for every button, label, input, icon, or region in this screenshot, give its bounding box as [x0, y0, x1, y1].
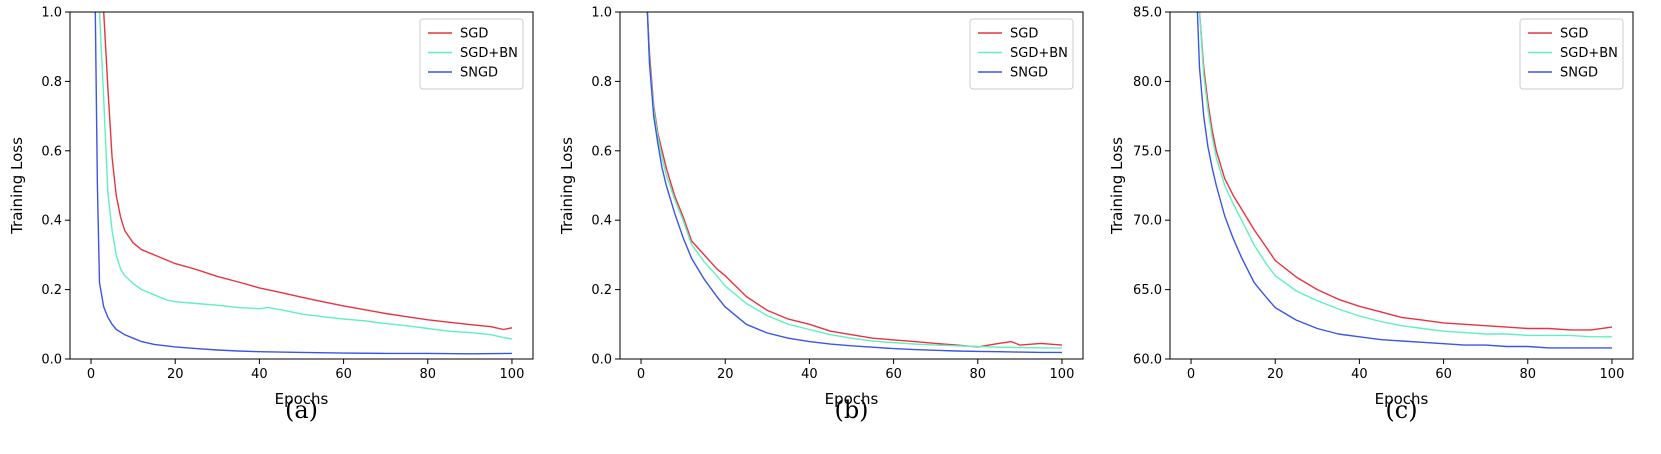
x-axis-label: Epochs [825, 390, 879, 408]
y-tick-label: 0.2 [591, 283, 612, 298]
legend-label: SGD [1010, 27, 1038, 42]
plot-frame [1169, 11, 1634, 360]
y-tick-label: 80.0 [1133, 75, 1162, 90]
y-tick-label: 0.8 [591, 75, 612, 90]
series-lines [94, 12, 513, 355]
x-tick-label: 60 [885, 367, 902, 382]
y-tick-label: 0.0 [591, 353, 612, 368]
legend-label: SGD+BN [1010, 46, 1068, 61]
x-tick-label: 100 [1600, 367, 1625, 382]
y-tick-label: 0.6 [41, 144, 62, 159]
y-tick-label: 1.0 [591, 6, 612, 21]
x-tick-label: 80 [419, 367, 436, 382]
y-tick-label: 65.0 [1133, 283, 1162, 298]
x-tick-label: 0 [87, 367, 95, 382]
y-tick-label: 1.0 [41, 6, 62, 21]
legend-label: SNGD [460, 66, 498, 81]
chart-panel-1: 0 20 40 60 80 100 0.0 0.2 0.4 0.6 0.8 1.0 Epochs Trai… [558, 6, 1084, 424]
plot-frame [69, 11, 534, 360]
series-lines [646, 12, 1063, 354]
x-tick-label: 20 [1267, 367, 1284, 382]
x-tick-label: 60 [1435, 367, 1452, 382]
y-tick-label: 0.4 [41, 214, 62, 229]
x-tick-label: 40 [1351, 367, 1368, 382]
y-tick-label: 0.8 [41, 75, 62, 90]
chart-panel-0: 0 20 40 60 80 100 0.0 0.2 0.4 0.6 0.8 1.0 Epochs Trai… [8, 6, 534, 424]
series-line-sngd [1196, 12, 1612, 349]
series-line-sgd-plus-bn [646, 12, 1062, 349]
y-tick-label: 0.2 [41, 283, 62, 298]
y-tick-label: 85.0 [1133, 6, 1162, 21]
x-tick-label: 80 [1519, 367, 1536, 382]
y-tick-label: 70.0 [1133, 214, 1162, 229]
legend: SGD SGD+BN SNGD [969, 18, 1074, 90]
x-tick-label: 40 [251, 367, 268, 382]
series-line-sgd [646, 12, 1063, 348]
y-tick-label: 0.4 [591, 214, 612, 229]
x-tick-label: 80 [969, 367, 986, 382]
series-line-sgd-plus-bn [1198, 12, 1612, 338]
x-tick-label: 20 [717, 367, 734, 382]
y-tick-label: 0.6 [591, 144, 612, 159]
legend-label: SGD+BN [460, 46, 518, 61]
legend: SGD SGD+BN SNGD [419, 18, 524, 90]
y-axis-label: Training Loss [1108, 137, 1126, 235]
x-tick-label: 20 [167, 367, 184, 382]
x-tick-label: 100 [1050, 367, 1075, 382]
subfigure-caption: (b) [834, 396, 868, 424]
y-axis-label: Training Loss [558, 137, 576, 235]
x-tick-label: 60 [335, 367, 352, 382]
x-axis-label: Epochs [275, 390, 329, 408]
subfigure-caption: (a) [285, 396, 318, 424]
subfigure-caption: (c) [1385, 396, 1417, 424]
legend-label: SNGD [1560, 66, 1598, 81]
y-axis-label: Training Loss [8, 137, 26, 235]
legend-label: SGD [1560, 27, 1588, 42]
x-axis-label: Epochs [1375, 390, 1429, 408]
chart-panel-2: 0 20 40 60 80 100 60.0 65.0 70.0 75.0 80.0 85.0 Epoc… [1108, 6, 1634, 424]
y-tick-label: 60.0 [1133, 353, 1162, 368]
y-tick-label: 0.0 [41, 353, 62, 368]
series-line-sngd [94, 12, 513, 355]
series-line-sgd-plus-bn [98, 12, 513, 340]
legend: SGD SGD+BN SNGD [1519, 18, 1624, 90]
series-line-sngd [646, 12, 1062, 354]
legend-label: SGD+BN [1560, 46, 1618, 61]
series-line-sgd [103, 12, 513, 331]
legend-label: SGD [460, 27, 488, 42]
series-lines [1196, 12, 1613, 349]
plot-frame [619, 11, 1084, 360]
x-tick-label: 0 [637, 367, 645, 382]
x-tick-label: 100 [500, 367, 525, 382]
x-tick-label: 40 [801, 367, 818, 382]
series-line-sgd [1198, 12, 1613, 331]
legend-label: SNGD [1010, 66, 1048, 81]
x-tick-label: 0 [1187, 367, 1195, 382]
y-tick-label: 75.0 [1133, 144, 1162, 159]
